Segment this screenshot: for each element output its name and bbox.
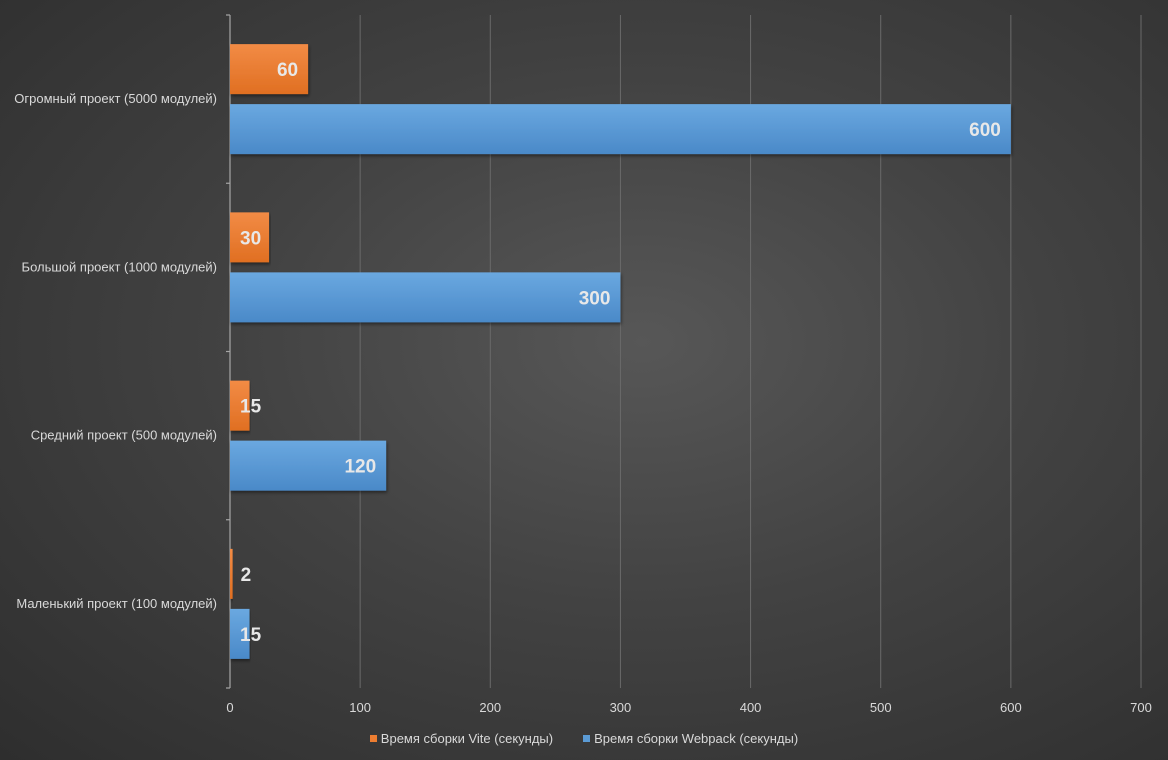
- data-label-webpack-2: 120: [344, 457, 376, 478]
- data-label-webpack-3: 15: [240, 625, 262, 646]
- bar-webpack-0: [230, 104, 1011, 155]
- data-label-webpack-1: 300: [579, 288, 611, 309]
- legend-item-vite[interactable]: Время сборки Vite (секунды): [369, 731, 554, 746]
- bars: [230, 44, 1011, 659]
- data-label-vite-2: 15: [240, 397, 262, 418]
- x-tick-label-100: 100: [349, 700, 371, 715]
- category-label-3: Маленький проект (100 модулей): [16, 596, 217, 611]
- x-tick-label-200: 200: [479, 700, 501, 715]
- category-labels: Огромный проект (5000 модулей) Большой пр…: [14, 91, 217, 611]
- x-tick-label-400: 400: [740, 700, 762, 715]
- category-label-2: Средний проект (500 модулей): [31, 428, 217, 443]
- legend-swatch-webpack: [583, 735, 591, 742]
- data-label-vite-0: 60: [277, 60, 298, 81]
- bar-vite-2: [230, 380, 250, 431]
- category-axis: [226, 14, 231, 689]
- bar-webpack-3: [230, 608, 250, 659]
- category-label-0: Огромный проект (5000 модулей): [14, 91, 217, 106]
- bar-vite-1: [230, 212, 270, 263]
- x-tick-labels: 0 100 200 300 400 500 600 700: [226, 700, 1151, 715]
- legend: Время сборки Vite (секунды) Время сборки…: [0, 731, 1168, 746]
- legend-label-vite: Время сборки Vite (секунды): [380, 731, 554, 746]
- data-label-webpack-0: 600: [969, 120, 1001, 141]
- x-tick-label-600: 600: [1000, 700, 1022, 715]
- bar-webpack-1: [230, 272, 621, 323]
- x-tick-label-700: 700: [1130, 700, 1152, 715]
- legend-swatch-vite: [369, 735, 377, 742]
- bar-vite-3: [230, 548, 233, 599]
- data-label-vite-1: 30: [240, 228, 261, 249]
- legend-label-webpack: Время сборки Webpack (секунды): [594, 731, 799, 746]
- x-tick-label-0: 0: [226, 700, 233, 715]
- x-tick-label-500: 500: [870, 700, 892, 715]
- bar-vite-0: [230, 44, 309, 95]
- x-tick-label-300: 300: [610, 700, 632, 715]
- bar-webpack-2: [230, 440, 387, 491]
- data-labels: 60 600 30 300 15 120 2 15: [240, 60, 1001, 646]
- data-label-vite-3: 2: [241, 565, 252, 586]
- category-label-1: Большой проект (1000 модулей): [22, 259, 217, 274]
- legend-item-webpack[interactable]: Время сборки Webpack (секунды): [583, 731, 798, 746]
